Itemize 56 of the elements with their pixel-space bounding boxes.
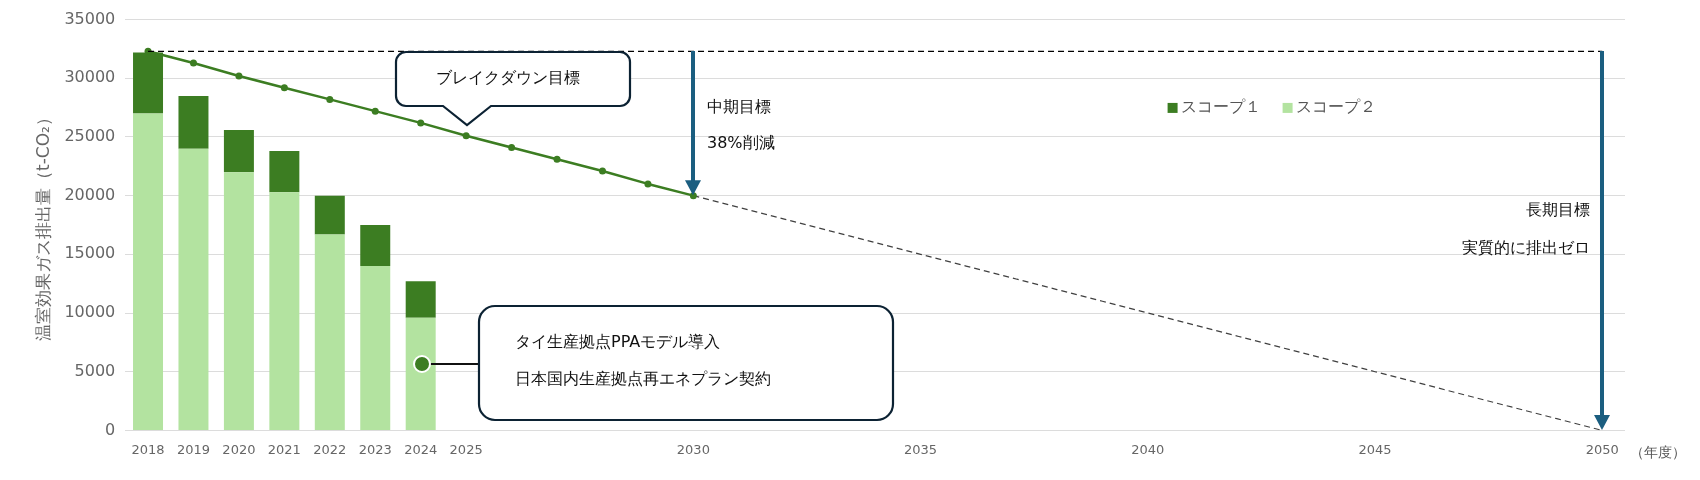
bar (314, 195, 345, 235)
x-tick-label: 2022 (313, 441, 347, 457)
x-tick-label: 2021 (267, 441, 301, 457)
annotation: 中期目標 (707, 97, 771, 117)
y-tick-label: 10000 (64, 302, 116, 322)
bar (223, 129, 254, 173)
x-tick-label: 2018 (131, 441, 165, 457)
x-tick-label: 2023 (358, 441, 392, 457)
point (371, 107, 379, 115)
x-tick-label: 2050 (1585, 441, 1619, 457)
legend-label: スコープ１ (1180, 97, 1261, 117)
y-tick-label: 35000 (64, 8, 116, 28)
bar (360, 266, 391, 430)
bar (405, 317, 436, 430)
bar (269, 192, 300, 430)
y-tick-label: 0 (105, 419, 116, 439)
x-tick-label: 2020 (222, 441, 256, 457)
bar (314, 234, 345, 430)
annotation: タイ生産拠点PPAモデル導入 (515, 332, 721, 352)
bar (360, 225, 391, 267)
x-tick-label: 2030 (676, 441, 710, 457)
y-axis-title: 温室効果ガス排出量（t-CO₂） (32, 109, 53, 341)
legend-label: スコープ２ (1295, 97, 1376, 117)
point (598, 167, 606, 175)
point (280, 84, 288, 92)
x-tick-label: 2035 (904, 441, 938, 457)
bar (133, 113, 164, 430)
point (326, 95, 334, 103)
x-tick-label: 2040 (1131, 441, 1165, 457)
bar (405, 281, 436, 318)
annotation: 38%削減 (707, 133, 775, 153)
point (644, 180, 652, 188)
x-tick-label: 2024 (404, 441, 438, 457)
x-tick-label: 2045 (1358, 441, 1392, 457)
point (189, 59, 197, 67)
y-tick-label: 15000 (64, 243, 116, 263)
point (462, 132, 470, 140)
y-tick-label: 5000 (74, 360, 116, 380)
x-tick-label: 2019 (176, 441, 211, 457)
point (235, 72, 243, 80)
point (508, 144, 516, 152)
annotation: 長期目標 (1526, 200, 1590, 220)
y-tick-label: 30000 (64, 67, 116, 87)
annotation: 実質的に排出ゼロ (1462, 238, 1590, 258)
y-tick-label: 20000 (64, 184, 116, 204)
bar (223, 172, 254, 430)
bar (178, 95, 209, 149)
bar (269, 151, 300, 193)
annotation: 日本国内生産拠点再エネプラン契約 (515, 369, 771, 389)
point (417, 119, 425, 127)
annotation: ブレイクダウン目標 (436, 68, 580, 88)
point (553, 155, 561, 163)
x-axis-title: （年度） (1630, 444, 1686, 461)
y-tick-label: 25000 (64, 126, 116, 146)
bar (178, 148, 209, 430)
x-tick-label: 2025 (449, 441, 483, 457)
